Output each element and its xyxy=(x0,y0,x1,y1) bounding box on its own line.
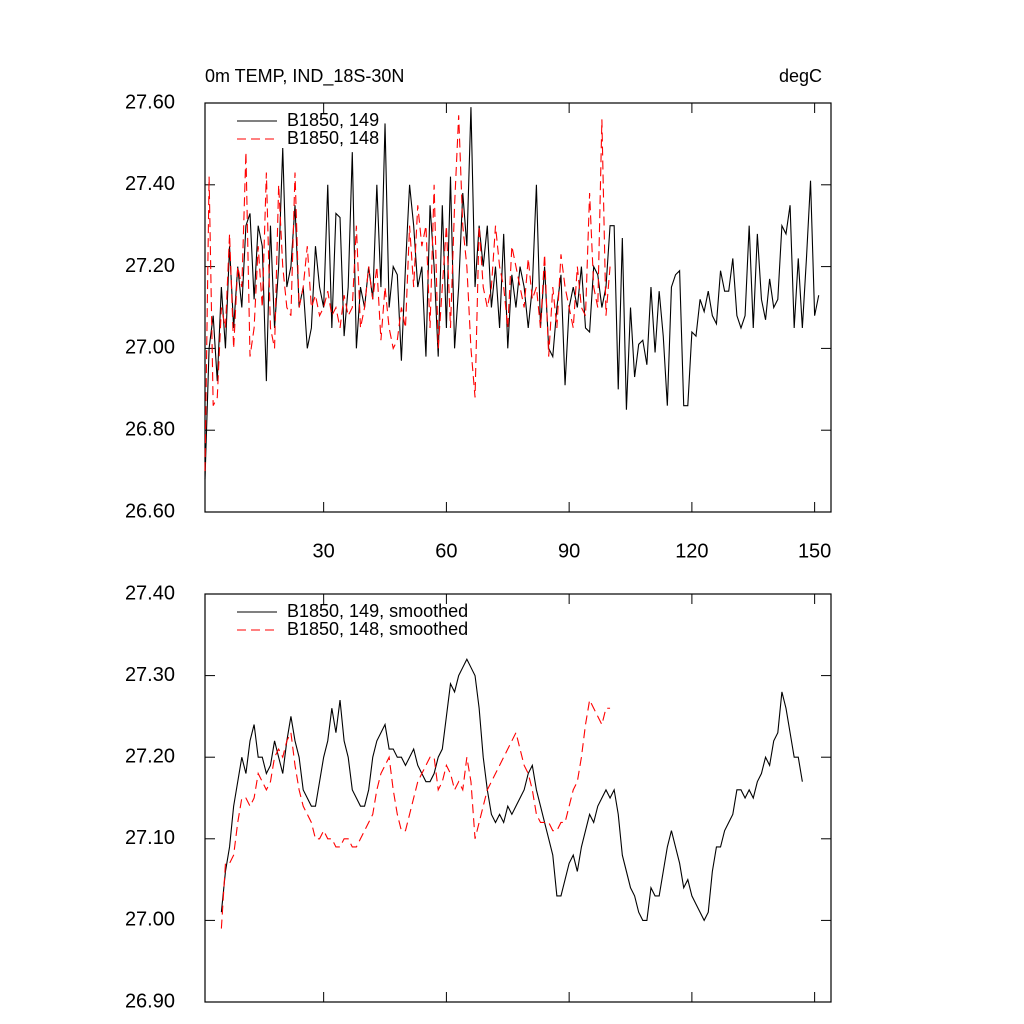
x-tick-label: 90 xyxy=(558,540,580,562)
plot-frame xyxy=(204,102,832,513)
legend-label: B1850, 149 xyxy=(287,110,379,130)
legend-label: B1850, 148, smoothed xyxy=(287,619,468,639)
legend-label: B1850, 148 xyxy=(287,128,379,148)
y-tick-label: 26.80 xyxy=(125,418,175,440)
x-tick-label: 120 xyxy=(675,540,708,562)
y-tick-label: 26.60 xyxy=(125,500,175,522)
y-tick-label: 27.40 xyxy=(125,582,175,604)
series-line xyxy=(204,115,611,472)
series-line xyxy=(204,107,820,480)
y-tick-label: 27.30 xyxy=(125,664,175,686)
y-tick-label: 27.20 xyxy=(125,745,175,767)
y-tick-label: 27.10 xyxy=(125,827,175,849)
series-line xyxy=(220,698,611,929)
y-tick-label: 27.20 xyxy=(125,255,175,277)
x-tick-label: 150 xyxy=(798,540,831,562)
y-tick-label: 27.00 xyxy=(125,337,175,359)
x-tick-label: 30 xyxy=(313,540,335,562)
plot-frame xyxy=(204,593,832,1003)
chart-title: 0m TEMP, IND_18S-30N xyxy=(205,66,404,87)
y-tick-label: 26.90 xyxy=(125,990,175,1012)
x-tick-label: 60 xyxy=(435,540,457,562)
legend-label: B1850, 149, smoothed xyxy=(287,601,468,621)
y-tick-label: 27.40 xyxy=(125,173,175,195)
series-line xyxy=(220,658,803,922)
y-tick-label: 27.00 xyxy=(125,909,175,931)
y-tick-label: 27.60 xyxy=(125,91,175,113)
units-label: degC xyxy=(779,66,822,86)
